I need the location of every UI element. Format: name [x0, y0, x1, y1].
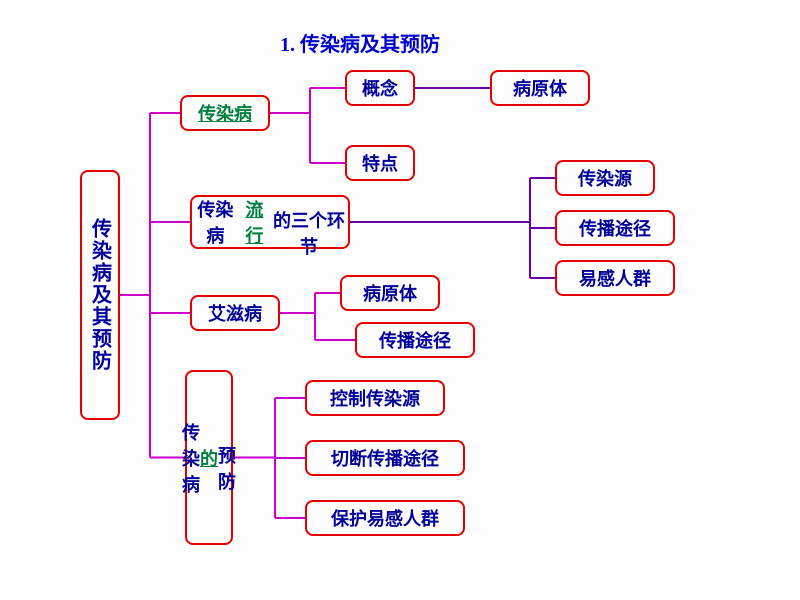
node-n1a1: 病原体 [490, 70, 590, 106]
node-n4a: 控制传染源 [305, 380, 445, 416]
node-n3b: 传播途径 [355, 322, 475, 358]
node-root: 传染病及其预防 [80, 170, 120, 420]
connector-root [120, 113, 190, 458]
connector-n1 [270, 88, 345, 163]
node-n3a: 病原体 [340, 275, 440, 311]
node-n2c: 易感人群 [555, 260, 675, 296]
diagram-title: 1. 传染病及其预防 [280, 28, 440, 57]
node-n3: 艾滋病 [190, 295, 280, 331]
node-n4b: 切断传播途径 [305, 440, 465, 476]
node-n4c: 保护易感人群 [305, 500, 465, 536]
node-n2a: 传染源 [555, 160, 655, 196]
node-n1b: 特点 [345, 145, 415, 181]
node-n4: 传染病的预防 [185, 370, 233, 545]
node-n2: 传染病流行的三个环节 [190, 195, 350, 249]
node-n1: 传染病 [180, 95, 270, 131]
node-n1a: 概念 [345, 70, 415, 106]
connector-n2 [350, 178, 555, 278]
connector-n4 [233, 398, 305, 518]
node-n2b: 传播途径 [555, 210, 675, 246]
